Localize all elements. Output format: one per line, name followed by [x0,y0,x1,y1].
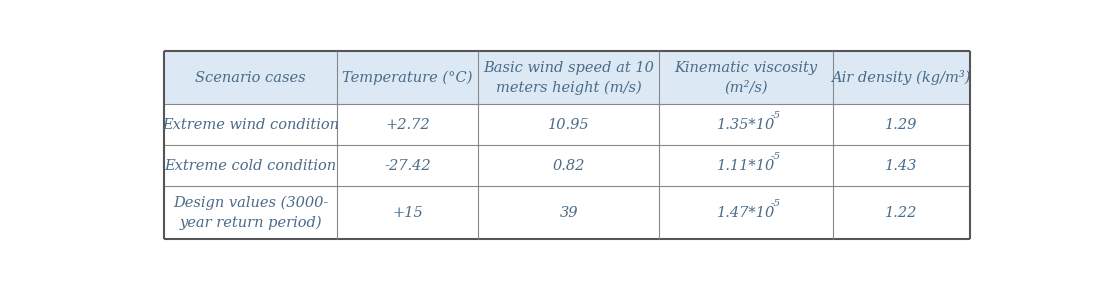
Text: -27.42: -27.42 [385,158,431,173]
Text: +2.72: +2.72 [385,118,430,132]
Text: Air density (kg/m³): Air density (kg/m³) [832,70,971,85]
Text: -5: -5 [771,111,781,120]
Text: Kinematic viscosity
(m²/s): Kinematic viscosity (m²/s) [675,61,817,95]
Text: 39: 39 [560,206,578,220]
Text: 1.22: 1.22 [885,206,917,220]
Text: Design values (3000-
year return period): Design values (3000- year return period) [173,195,328,230]
Text: Extreme wind condition: Extreme wind condition [163,118,340,132]
Text: Extreme cold condition: Extreme cold condition [165,158,336,173]
Text: Basic wind speed at 10
meters height (m/s): Basic wind speed at 10 meters height (m/… [483,61,655,95]
Text: Scenario cases: Scenario cases [196,71,306,85]
Text: 1.29: 1.29 [885,118,917,132]
Text: 1.35*10: 1.35*10 [717,118,775,132]
Text: Temperature (°C): Temperature (°C) [343,71,473,85]
Text: 0.82: 0.82 [553,158,585,173]
Text: -5: -5 [771,152,781,161]
Text: -5: -5 [771,199,781,208]
Text: 1.43: 1.43 [885,158,917,173]
Text: 1.47*10: 1.47*10 [717,206,775,220]
Text: 1.11*10: 1.11*10 [717,158,775,173]
Text: +15: +15 [393,206,424,220]
Text: 10.95: 10.95 [549,118,589,132]
